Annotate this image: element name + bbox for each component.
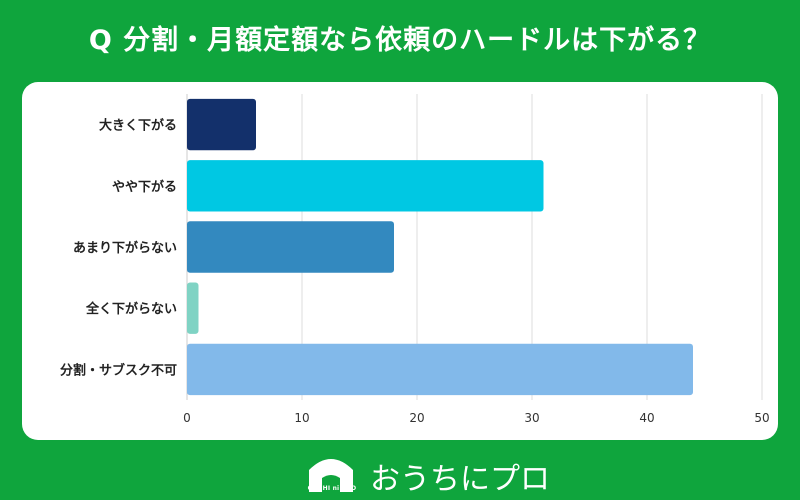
page-title: Q 分割・月額定額なら依頼のハードルは下がる？ xyxy=(88,25,712,56)
x-tick-label: 10 xyxy=(294,411,309,425)
bar xyxy=(187,160,544,212)
logo-text: おうちにプロ xyxy=(370,462,550,497)
category-label: 分割・サブスク不可 xyxy=(60,362,177,378)
footer: OUCHI ni PRO おうちにプロ xyxy=(0,446,800,500)
bar xyxy=(187,282,199,334)
logo-subtext: OUCHI ni PRO xyxy=(307,485,357,492)
x-tick-label: 30 xyxy=(524,411,539,425)
category-label: やや下がる xyxy=(112,179,177,195)
x-tick-label: 20 xyxy=(409,411,424,425)
chart-card: 大きく下がるやや下がるあまり下がらない全く下がらない分割・サブスク不可 0 10 2… xyxy=(22,82,778,440)
x-tick-labels: 0 10 20 30 40 50 xyxy=(183,411,769,425)
x-tick-label: 0 xyxy=(183,411,191,425)
category-label: あまり下がらない xyxy=(73,240,177,256)
bar xyxy=(187,98,256,151)
category-label: 全く下がらない xyxy=(85,301,177,317)
x-tick-label: 40 xyxy=(639,411,654,425)
house-icon xyxy=(309,459,353,492)
bar xyxy=(187,221,394,273)
bars xyxy=(187,98,693,396)
category-label: 大きく下がる xyxy=(99,118,177,134)
x-tick-label: 50 xyxy=(754,411,769,425)
bar xyxy=(187,343,693,396)
